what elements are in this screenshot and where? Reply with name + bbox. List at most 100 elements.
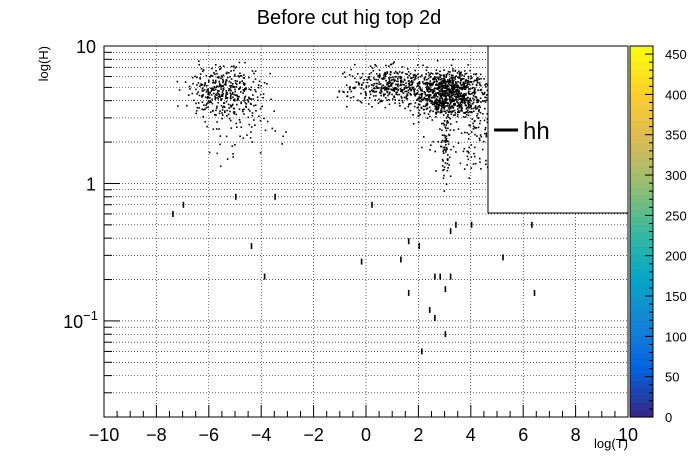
bin-cell: [416, 85, 418, 87]
bin-cell: [449, 81, 452, 83]
bin-cell: [454, 111, 457, 114]
bin-cell: [396, 93, 399, 96]
bin-cell: [442, 92, 445, 94]
bin-cell: [462, 99, 464, 101]
bin-cell: [447, 113, 449, 116]
bin-cell: [436, 105, 438, 108]
bin-cell: [467, 86, 469, 88]
bin-cell: [207, 90, 209, 92]
bin-cell: [441, 100, 444, 102]
bin-cell: [379, 83, 382, 85]
bin-cell: [473, 73, 475, 75]
bin-cell: [239, 135, 241, 138]
bin-cell: [400, 90, 402, 93]
y-tick-label: 1: [86, 174, 96, 194]
bin-cell: [456, 86, 458, 89]
bin-cell: [480, 168, 482, 170]
bin-cell: [445, 101, 447, 103]
bin-cell: [483, 132, 486, 135]
bin-cell: [477, 126, 480, 129]
bin-cell: [472, 163, 475, 165]
bin-cell: [466, 97, 468, 100]
bin-cell: [473, 79, 476, 82]
bin-cell: [369, 93, 372, 96]
colorbar-segment: [630, 149, 653, 158]
bin-cell: [238, 61, 241, 64]
bin-cell: [475, 108, 477, 110]
bin-cell: [387, 94, 389, 97]
bin-cell: [456, 92, 459, 95]
bin-cell: [418, 97, 420, 100]
bin-cell: [430, 89, 432, 91]
bin-cell: [230, 94, 232, 96]
colorbar-segment: [630, 105, 653, 114]
bin-cell: [202, 90, 204, 92]
bin-cell: [399, 87, 402, 90]
bin-cell: [426, 85, 429, 87]
bin-cell: [401, 66, 404, 68]
bin-cell: [441, 96, 443, 99]
bin-cell: [383, 74, 385, 76]
bin-cell: [208, 81, 210, 83]
bin-cell: [452, 91, 455, 93]
bin-cell: [359, 100, 362, 103]
bin-cell: [445, 80, 448, 83]
bin-cell: [432, 89, 435, 92]
bin-cell: [422, 64, 424, 67]
bin-cell: [453, 104, 456, 106]
bin-cell: [192, 82, 194, 85]
bin-cell: [381, 91, 383, 93]
bin-cell: [418, 109, 421, 112]
bin-cell: [242, 110, 244, 113]
bin-cell: [236, 80, 238, 82]
bin-cell: [380, 94, 382, 97]
bin-cell: [240, 91, 242, 93]
bin-cell: [438, 103, 440, 106]
bin-cell: [221, 117, 223, 120]
bin-cell: [234, 80, 237, 82]
bin-cell: [449, 175, 452, 177]
bin-cell: [442, 114, 445, 116]
bin-cell: [365, 94, 367, 97]
bin-cell: [354, 63, 356, 66]
bin-cell: [375, 90, 378, 93]
bin-cell: [421, 146, 423, 149]
bin-cell: [202, 69, 205, 71]
bin-cell: [404, 107, 406, 110]
bin-cell: [440, 74, 442, 77]
bin-cell: [421, 93, 423, 95]
bin-cell: [407, 91, 410, 94]
bin-cell: [417, 106, 419, 109]
bin-cell: [398, 71, 401, 73]
bin-cell: [422, 108, 425, 111]
bin-cell: [429, 90, 431, 93]
bin-cell: [233, 65, 235, 67]
bin-cell: [462, 150, 465, 153]
bin-cell: [453, 109, 456, 112]
bin-cell: [189, 88, 191, 90]
bin-cell: [466, 99, 468, 102]
bin-cell: [435, 95, 437, 97]
bin-cell: [199, 77, 201, 79]
bin-cell: [248, 97, 250, 100]
bin-cell: [484, 126, 487, 129]
bin-cell: [257, 99, 259, 102]
bin-cell: [474, 91, 476, 94]
bin-cell: [428, 74, 430, 77]
bin-cell: [459, 88, 461, 90]
bin-cell: [440, 105, 443, 107]
bin-cell: [250, 131, 252, 133]
bin-cell: [440, 85, 442, 88]
bin-cell: [442, 106, 445, 109]
bin-cell: [445, 76, 447, 78]
bin-cell: [390, 84, 393, 86]
bin-cell: [376, 82, 378, 85]
bin-cell: [468, 101, 470, 104]
bin-cell: [453, 99, 455, 102]
bin-cell: [436, 107, 438, 109]
bin-cell: [266, 83, 268, 85]
bin-cell: [355, 81, 358, 83]
bin-cell: [375, 78, 377, 81]
bin-cell: [419, 89, 422, 92]
bin-cell: [239, 81, 241, 83]
